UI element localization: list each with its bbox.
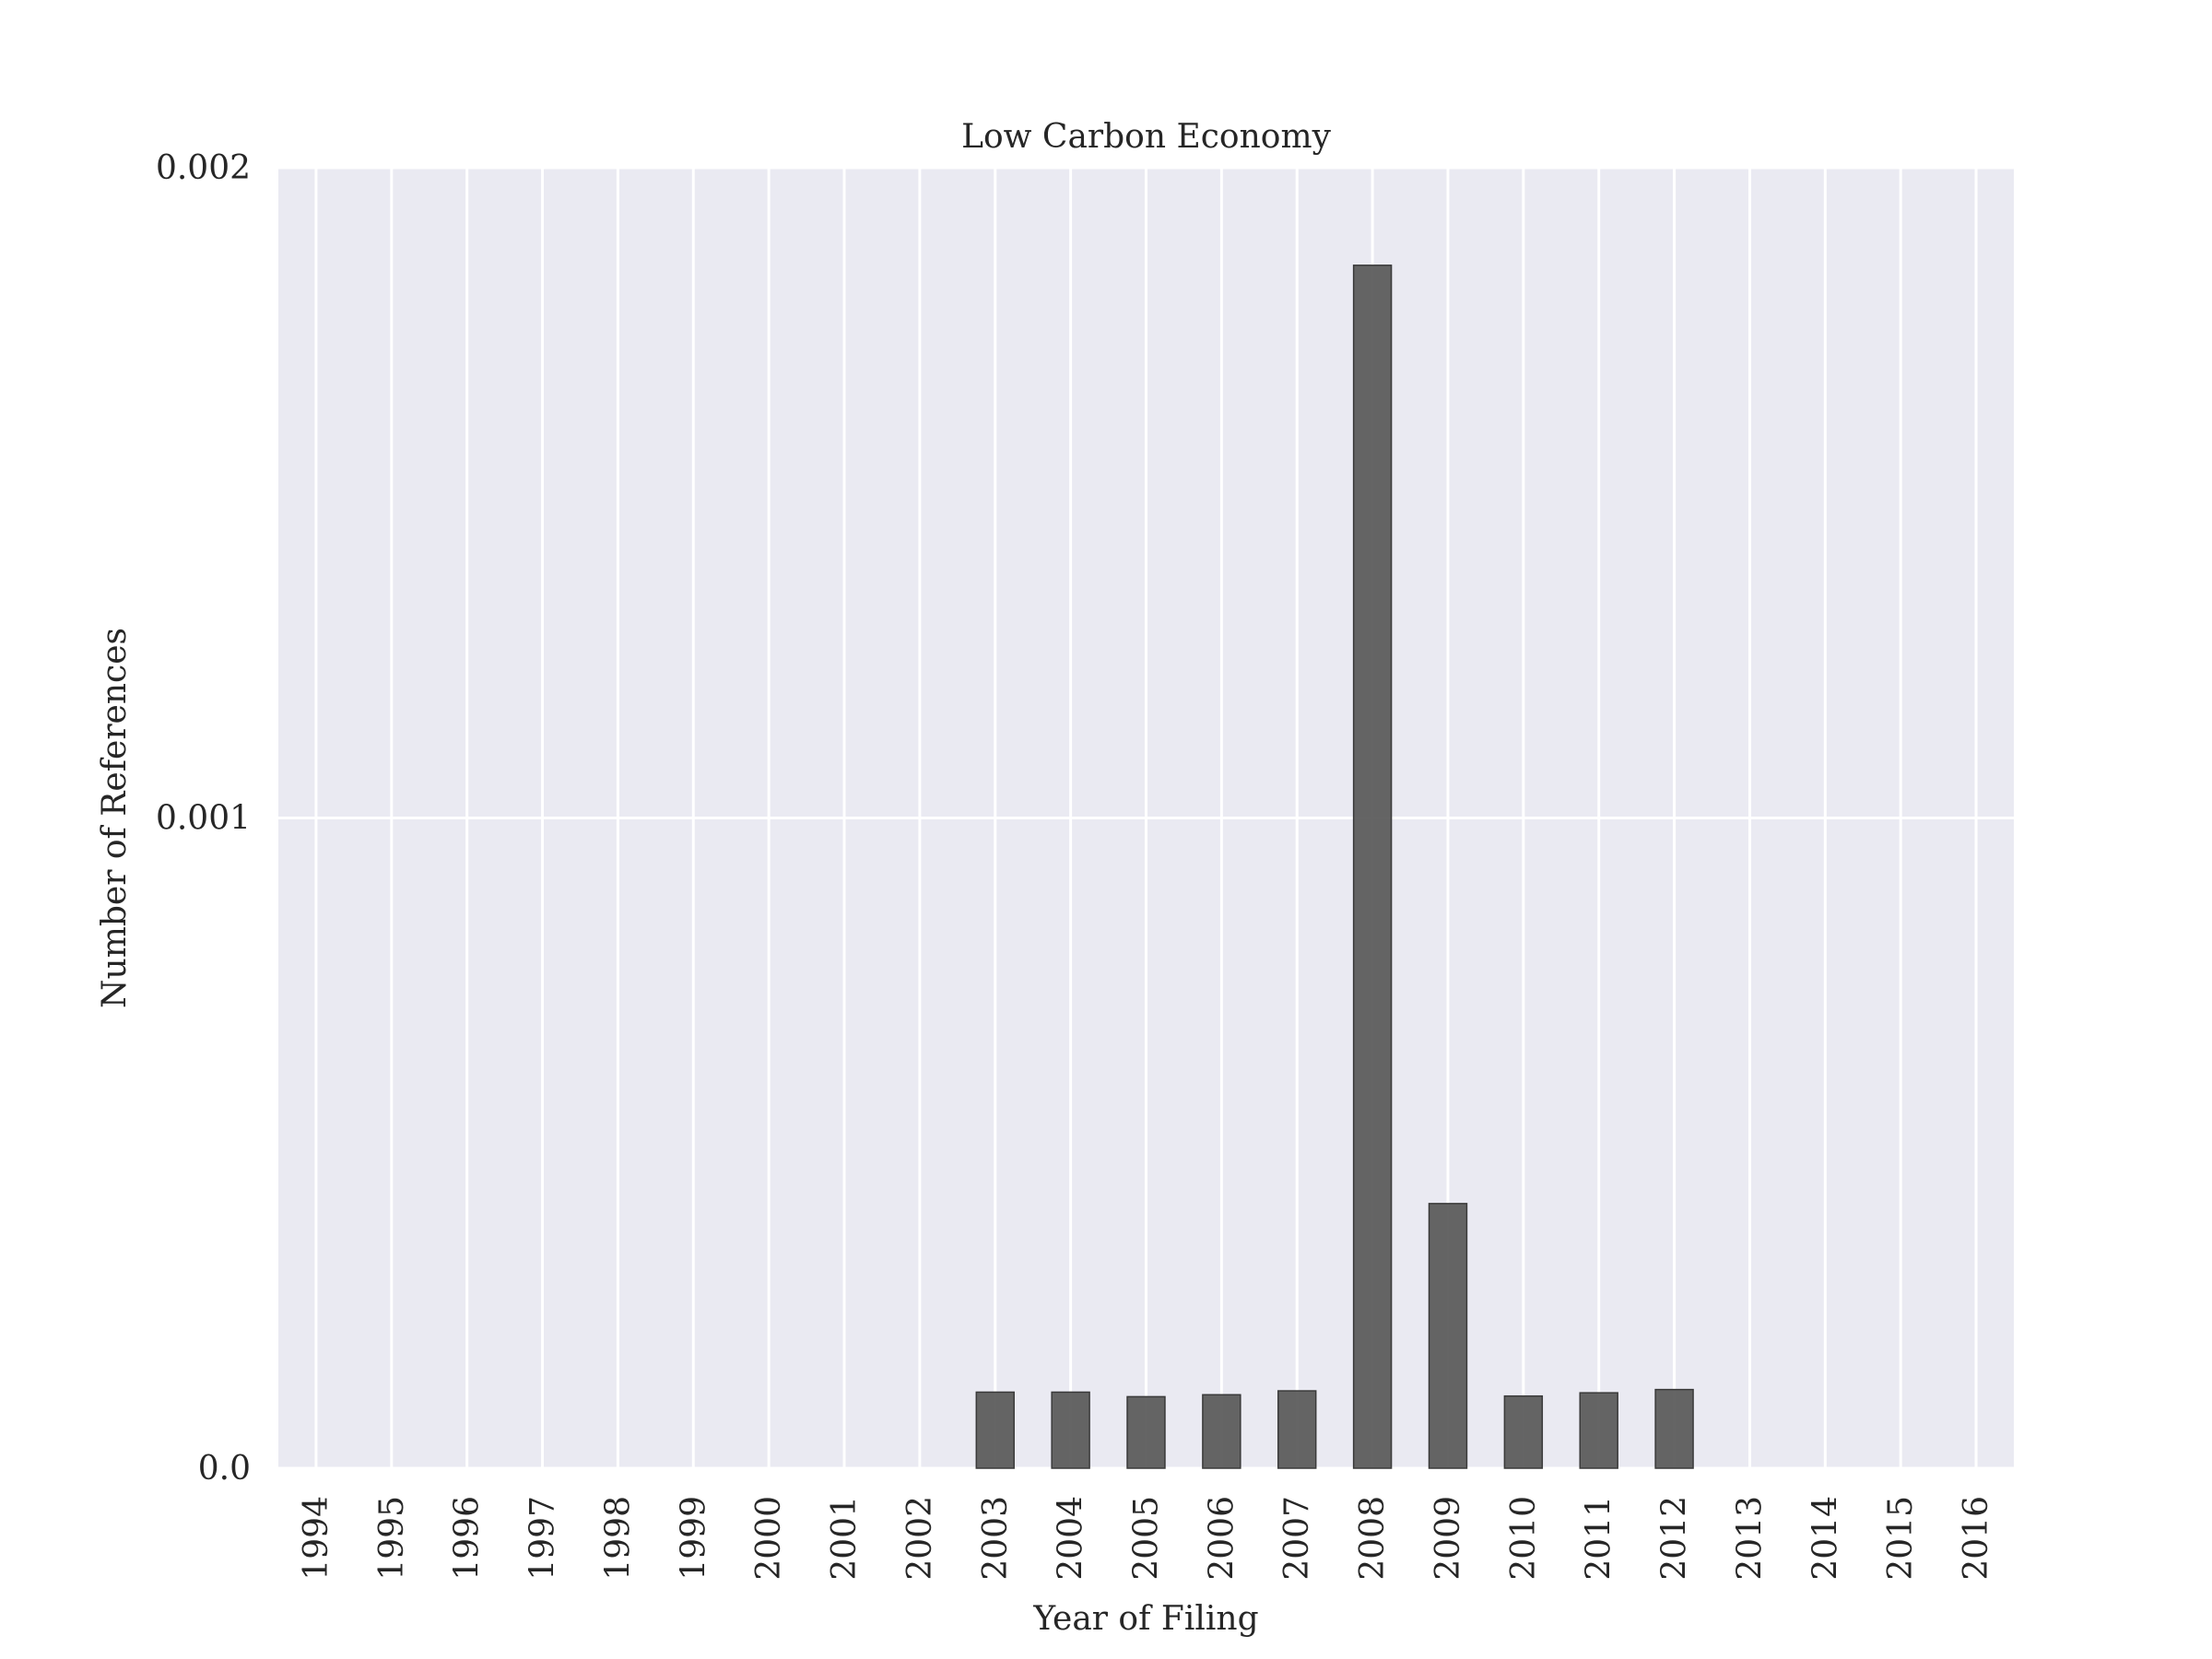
x-tick-label: 1994 — [298, 1496, 335, 1581]
y-axis-label: Number of References — [96, 628, 134, 1008]
x-tick-label: 2001 — [826, 1496, 864, 1581]
x-tick-label: 2003 — [977, 1496, 1015, 1581]
x-tick-label: 2011 — [1581, 1496, 1618, 1581]
x-tick-label: 1997 — [524, 1496, 562, 1581]
x-tick-label: 2006 — [1203, 1496, 1241, 1581]
x-tick-label: 2004 — [1053, 1496, 1090, 1581]
bar-2010 — [1503, 1394, 1544, 1469]
bar-2009 — [1428, 1203, 1468, 1469]
x-tick-label: 2007 — [1278, 1496, 1316, 1581]
bar-2012 — [1654, 1388, 1694, 1469]
x-axis-ticks: 1994 1995 1996 1997 1998 1999 2000 2001 2002 2003… — [298, 1496, 1995, 1581]
bar-2011 — [1579, 1392, 1618, 1469]
y-tick-label: 0.0 — [198, 1450, 251, 1488]
x-tick-label: 2005 — [1128, 1496, 1166, 1581]
x-tick-label: 1998 — [599, 1496, 637, 1581]
bar-2008 — [1352, 265, 1393, 1469]
bar-2005 — [1126, 1395, 1166, 1469]
bars — [975, 265, 1694, 1469]
chart-title: Low Carbon Economy — [961, 118, 1332, 156]
x-tick-label: 2016 — [1958, 1496, 1995, 1581]
x-tick-label: 1996 — [449, 1496, 487, 1581]
x-tick-label: 2009 — [1430, 1496, 1467, 1581]
bar-2007 — [1277, 1390, 1317, 1469]
x-tick-label: 2012 — [1656, 1496, 1694, 1581]
y-tick-label: 0.002 — [156, 149, 251, 187]
bar-2003 — [975, 1391, 1015, 1469]
x-tick-label: 1999 — [675, 1496, 712, 1581]
x-tick-label: 2013 — [1731, 1496, 1769, 1581]
y-axis-ticks: 0.0 0.001 0.002 — [156, 149, 251, 1488]
bar-2006 — [1202, 1394, 1241, 1469]
x-tick-label: 2008 — [1354, 1496, 1392, 1581]
x-axis-label: Year of Filing — [1032, 1600, 1258, 1638]
x-tick-label: 1995 — [373, 1496, 411, 1581]
y-tick-label: 0.001 — [156, 800, 251, 838]
bar-2004 — [1051, 1391, 1090, 1469]
x-tick-label: 2000 — [750, 1496, 788, 1581]
x-tick-label: 2014 — [1806, 1496, 1844, 1581]
x-tick-label: 2010 — [1505, 1496, 1543, 1581]
x-tick-label: 2002 — [901, 1496, 939, 1581]
x-tick-label: 2015 — [1882, 1496, 1920, 1581]
